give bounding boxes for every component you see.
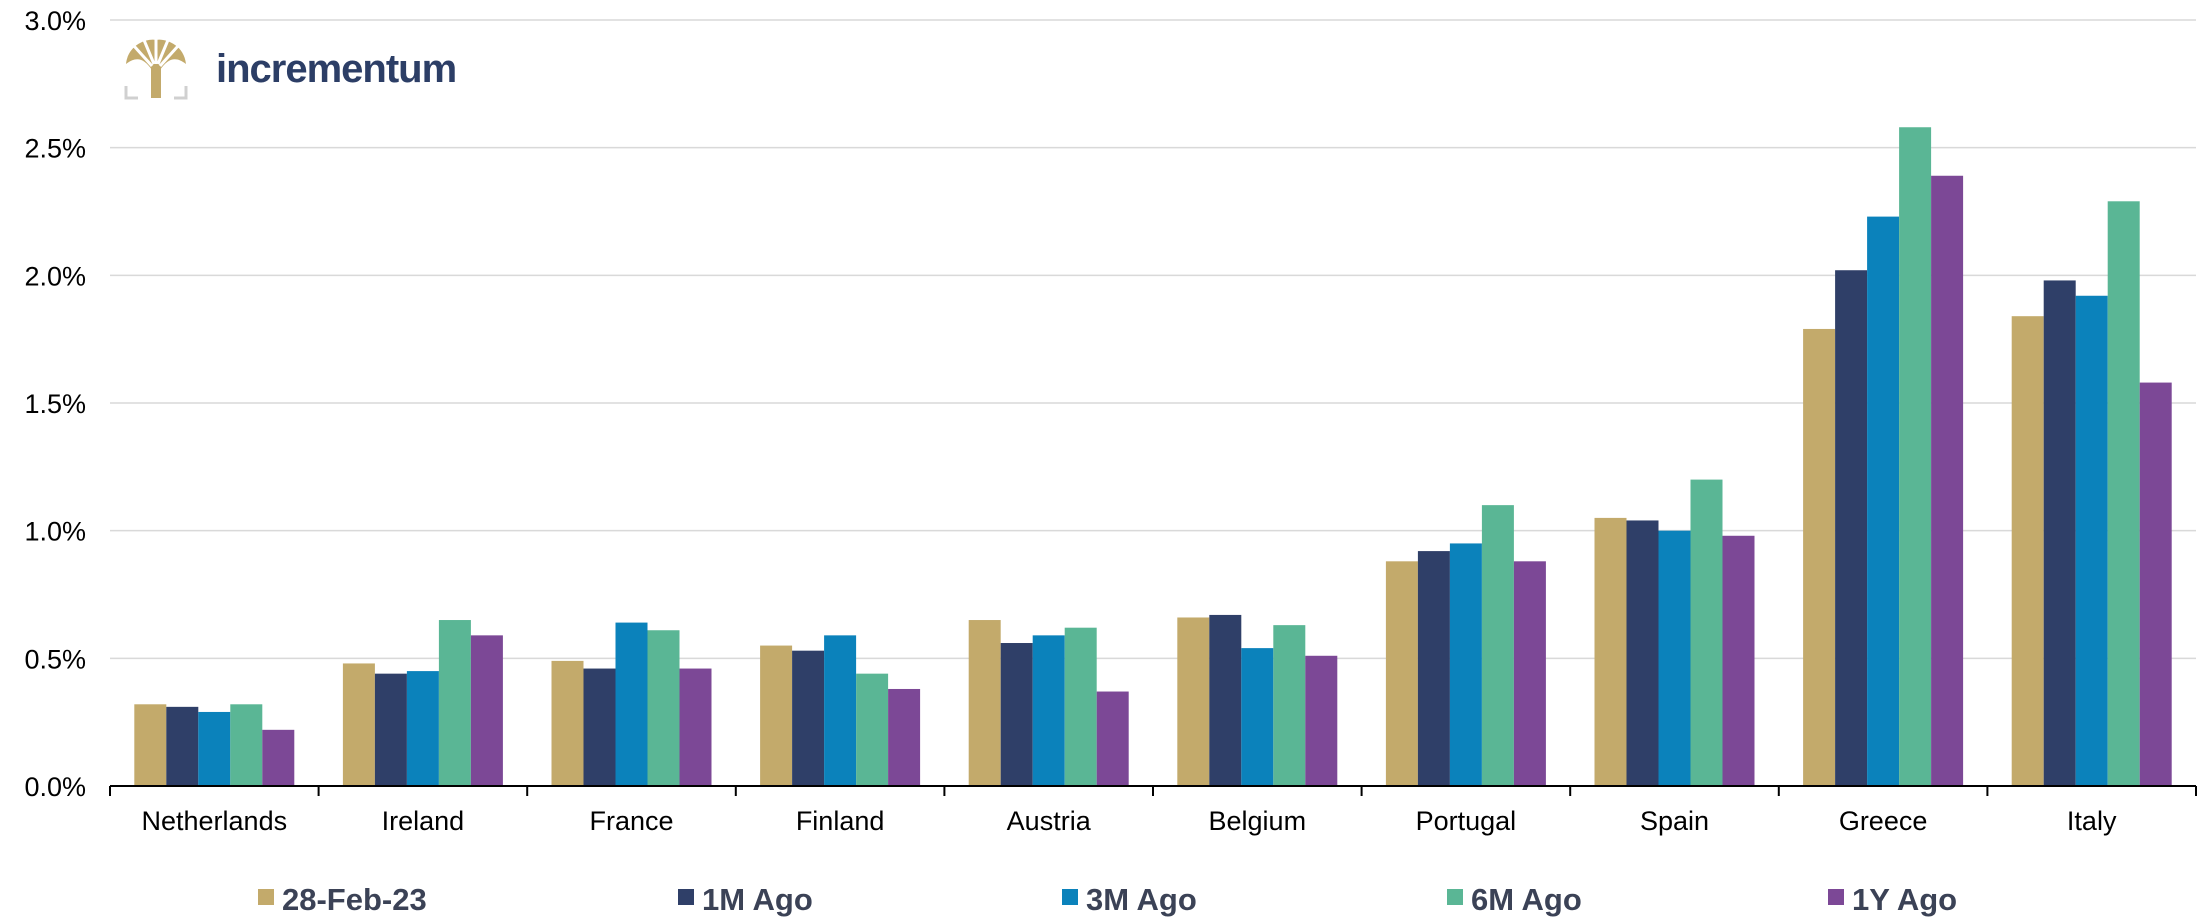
bar-belgium-3m-ago [1241, 648, 1274, 786]
legend-swatch [1447, 889, 1463, 905]
y-tick-label: 2.5% [24, 134, 86, 164]
bar-ireland-1m-ago [374, 673, 407, 786]
bar-belgium-6m-ago [1273, 625, 1306, 786]
bar-finland-6m-ago [856, 673, 889, 786]
legend-label: 1Y Ago [1852, 882, 1957, 917]
bar-finland-3m-ago [824, 635, 857, 786]
category-label: Austria [1007, 806, 1092, 836]
bar-portugal-3m-ago [1449, 543, 1482, 786]
bar-netherlands-1y-ago [262, 729, 295, 786]
bar-italy-1y-ago [2139, 382, 2172, 786]
legend-label: 6M Ago [1471, 882, 1582, 917]
category-label: Ireland [382, 806, 465, 836]
bar-belgium-1y-ago [1305, 655, 1338, 786]
y-tick-label: 0.0% [24, 772, 86, 802]
bar-belgium-28-feb-23 [1177, 617, 1210, 786]
bar-austria-1m-ago [1000, 643, 1033, 786]
legend: 28-Feb-23 1M Ago 3M Ago 6M Ago 1Y Ago [258, 882, 1957, 917]
bar-netherlands-28-feb-23 [134, 704, 167, 786]
bar-finland-1m-ago [792, 650, 825, 786]
legend-label: 1M Ago [702, 882, 813, 917]
y-tick-label: 0.5% [24, 644, 86, 674]
bar-france-6m-ago [647, 630, 680, 786]
bar-italy-3m-ago [2075, 295, 2108, 786]
category-label: Spain [1640, 806, 1709, 836]
bar-ireland-6m-ago [438, 620, 471, 786]
category-label: Finland [796, 806, 885, 836]
category-label: Portugal [1416, 806, 1517, 836]
bar-austria-3m-ago [1032, 635, 1065, 786]
logo-text: incrementum [216, 47, 456, 91]
bar-portugal-6m-ago [1481, 505, 1514, 786]
legend-label: 3M Ago [1086, 882, 1197, 917]
bar-portugal-28-feb-23 [1385, 561, 1418, 786]
bar-portugal-1y-ago [1513, 561, 1546, 786]
category-labels: Netherlands Ireland France Finland Austria Be… [142, 806, 2117, 836]
bar-italy-28-feb-23 [2011, 316, 2044, 786]
bar-greece-28-feb-23 [1803, 328, 1836, 786]
y-tick-label: 1.5% [24, 389, 86, 419]
bar-austria-28-feb-23 [968, 620, 1001, 786]
bar-france-3m-ago [615, 622, 648, 786]
bar-spain-1y-ago [1722, 535, 1755, 786]
bar-spain-6m-ago [1690, 479, 1723, 786]
axes [109, 785, 2197, 796]
legend-swatch [678, 889, 694, 905]
bar-greece-1m-ago [1835, 270, 1868, 786]
bar-belgium-1m-ago [1209, 614, 1242, 786]
legend-swatch [1062, 889, 1078, 905]
bar-greece-1y-ago [1931, 175, 1964, 787]
category-label: Greece [1839, 806, 1928, 836]
y-tick-label: 1.0% [24, 517, 86, 547]
bar-spain-28-feb-23 [1594, 517, 1627, 786]
bar-spain-3m-ago [1658, 530, 1691, 786]
bar-ireland-28-feb-23 [342, 663, 375, 786]
category-label: Netherlands [142, 806, 288, 836]
bar-austria-1y-ago [1096, 691, 1129, 786]
bars [134, 127, 2172, 787]
bar-spain-1m-ago [1626, 520, 1659, 786]
y-tick-labels: 0.0% 0.5% 1.0% 1.5% 2.0% 2.5% 3.0% [24, 6, 86, 802]
bar-france-1y-ago [679, 668, 712, 786]
bar-greece-3m-ago [1867, 216, 1900, 786]
legend-label: 28-Feb-23 [282, 882, 427, 917]
bar-greece-6m-ago [1899, 127, 1932, 787]
y-tick-label: 3.0% [24, 6, 86, 36]
bar-france-28-feb-23 [551, 660, 584, 786]
y-tick-label: 2.0% [24, 261, 86, 291]
legend-swatch [1828, 889, 1844, 905]
bar-ireland-1y-ago [470, 635, 503, 786]
bar-france-1m-ago [583, 668, 616, 786]
bar-finland-28-feb-23 [760, 645, 793, 786]
bar-netherlands-1m-ago [166, 706, 199, 786]
category-label: Italy [2067, 806, 2117, 836]
bar-netherlands-6m-ago [230, 704, 263, 786]
bar-portugal-1m-ago [1417, 551, 1450, 786]
bar-italy-1m-ago [2043, 280, 2076, 786]
category-label: France [589, 806, 673, 836]
bar-netherlands-3m-ago [198, 711, 231, 786]
bar-austria-6m-ago [1064, 627, 1097, 786]
bar-finland-1y-ago [888, 688, 921, 786]
bar-italy-6m-ago [2107, 201, 2140, 786]
category-label: Belgium [1209, 806, 1307, 836]
incrementum-logo: incrementum [124, 38, 457, 100]
bar-ireland-3m-ago [406, 671, 439, 786]
legend-swatch [258, 889, 274, 905]
tree-icon [124, 38, 188, 100]
